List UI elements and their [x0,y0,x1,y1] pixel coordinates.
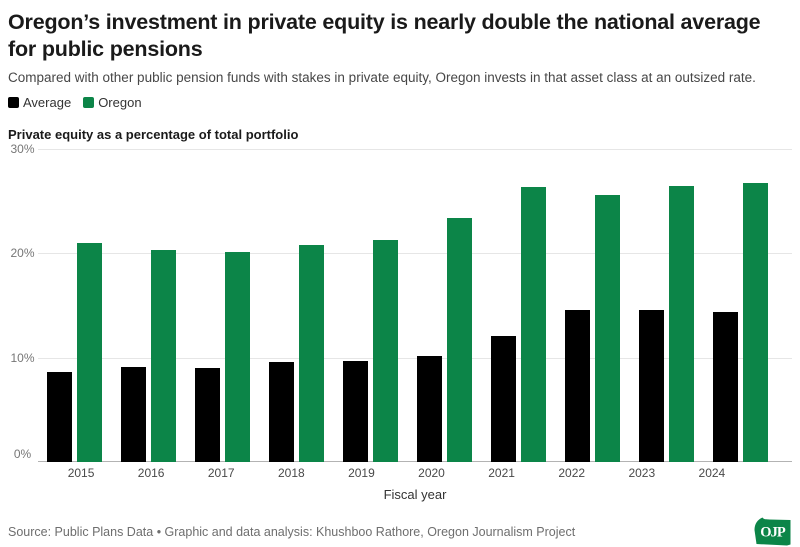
bar-oregon-2016 [151,250,177,463]
plot-area [38,149,792,463]
bar-average-2020 [416,355,442,463]
svg-text:OJP: OJP [760,525,786,541]
bar-oregon-2022 [594,195,620,463]
bar-group-2017 [186,149,260,463]
x-axis-title: Fiscal year [383,487,447,503]
y-tick-label: 10% [10,350,35,365]
bars-layer [38,149,777,463]
y-tick-label: 0% [13,447,32,462]
bar-group-2020 [408,149,482,463]
bar-oregon-2021 [520,186,546,463]
bar-average-2016 [121,367,147,463]
bar-group-2023 [629,149,703,463]
legend-item-oregon: Oregon [83,95,142,111]
bar-group-2016 [112,149,186,463]
legend-label-oregon: Oregon [98,95,142,111]
legend: Average Oregon [8,95,792,110]
bar-group-2021 [481,149,555,463]
bar-oregon-2023 [668,185,694,463]
bar-group-2018 [260,149,334,463]
gridline-20 [38,253,792,255]
footer: Source: Public Plans Data • Graphic and … [8,516,792,547]
bar-average-2023 [638,309,664,463]
bar-group-2022 [555,149,629,463]
bar-average-2021 [490,335,516,463]
legend-item-average: Average [8,95,71,110]
x-tick-label-2016: 2016 [137,466,165,481]
y-tick-label: 20% [10,246,35,261]
average-swatch-icon [8,97,19,109]
x-axis-labels: 2015 2016 2017 2018 2019 2020 2021 2022 2023 2024 [46,466,747,480]
y-tick-label: 30% [10,142,35,157]
bar-average-2018 [269,361,295,463]
x-tick-label-2022: 2022 [558,466,586,481]
x-tick-label-2015: 2015 [67,466,95,481]
gridline-30 [38,149,792,151]
bar-oregon-2015 [77,243,103,463]
bar-average-2019 [343,360,369,463]
bar-group-2015 [38,149,112,463]
source-credit: Source: Public Plans Data • Graphic and … [8,524,576,539]
chart-subtitle: Compared with other public pension funds… [8,69,756,85]
bar-oregon-2017 [225,252,251,463]
y-axis-title: Private equity as a percentage of total … [8,127,299,143]
bar-group-2019 [334,149,408,463]
ojp-oregon-logo-icon: OJP [754,517,791,546]
x-tick-label-2017: 2017 [207,466,235,481]
bar-average-2022 [564,309,590,463]
bar-oregon-2018 [299,245,325,463]
bar-oregon-2020 [446,218,472,463]
x-tick-label-2024: 2024 [698,466,726,481]
x-axis-line [38,461,792,463]
bar-average-2017 [195,368,221,463]
legend-label-average: Average [23,95,72,111]
bar-group-2024 [703,149,777,463]
page-title: Oregon’s investment in private equity is… [8,10,761,62]
bar-average-2015 [47,372,73,463]
bar-oregon-2024 [742,182,768,463]
x-tick-label-2021: 2021 [488,466,515,481]
bar-chart: 30% 20% 10% 0% [8,142,792,463]
x-tick-label-2018: 2018 [277,466,305,481]
x-tick-label-2023: 2023 [628,466,656,481]
oregon-swatch-icon [83,97,95,109]
x-tick-label-2020: 2020 [418,466,445,481]
bar-oregon-2019 [373,239,399,463]
gridline-10 [38,357,792,359]
x-tick-label-2019: 2019 [348,466,375,481]
bar-average-2024 [712,311,738,463]
